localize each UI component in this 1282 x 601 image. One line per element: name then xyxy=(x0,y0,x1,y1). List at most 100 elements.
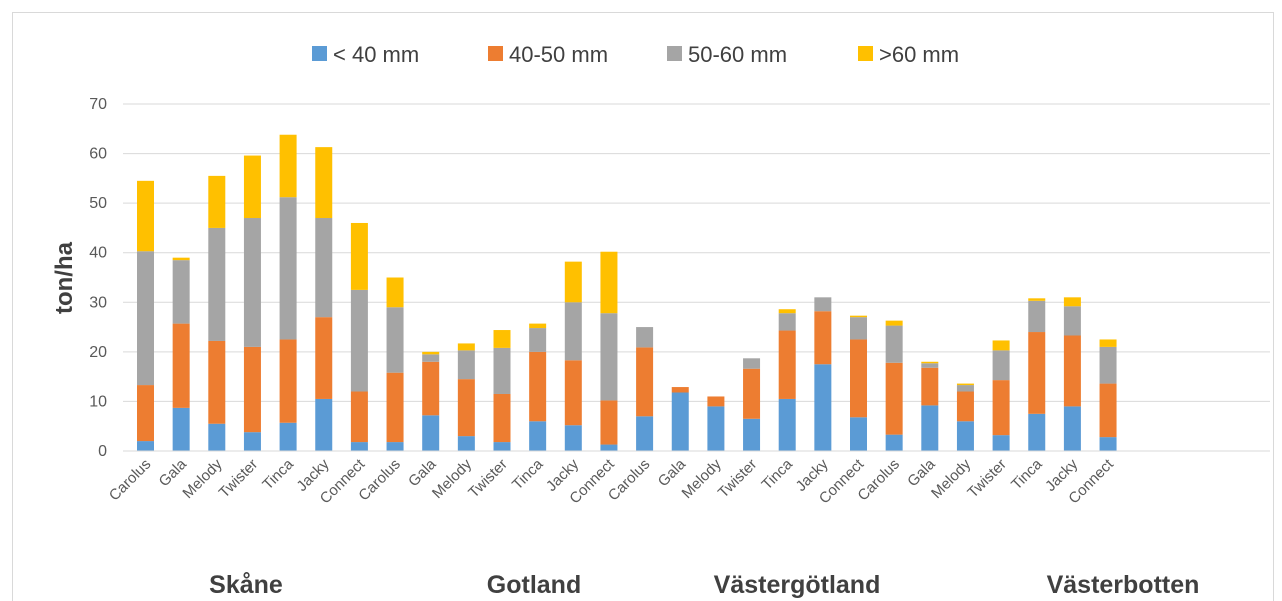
bar-segment xyxy=(600,313,618,401)
y-tick-label: 30 xyxy=(89,294,107,311)
bar-segment xyxy=(885,362,903,435)
bar-segment xyxy=(279,339,297,423)
x-tick-label: Twister xyxy=(216,456,262,502)
bar-segment xyxy=(1028,332,1046,414)
bar-segment xyxy=(279,197,297,340)
y-tick-label: 40 xyxy=(89,245,107,262)
y-tick-label: 50 xyxy=(89,195,107,212)
bar-segment xyxy=(600,444,618,451)
bar-segment xyxy=(350,442,368,451)
bar-segment xyxy=(1099,346,1117,384)
bar-segment xyxy=(493,393,511,443)
bar-segment xyxy=(422,361,440,416)
bar-segment xyxy=(1099,339,1117,347)
bar-segment xyxy=(493,347,511,394)
bar-segment xyxy=(707,396,725,407)
bar-segment xyxy=(956,421,974,451)
bar-segment xyxy=(1063,406,1081,451)
bar-segment xyxy=(564,425,582,451)
bar-segment xyxy=(350,391,368,443)
legend: < 40 mm 40-50 mm 50-60 mm >60 mm xyxy=(312,42,959,67)
bar-segment xyxy=(636,347,654,417)
bar-segment xyxy=(992,350,1010,381)
bar-segment xyxy=(208,423,226,451)
bar-segment xyxy=(529,323,547,329)
bar-segment xyxy=(279,134,297,198)
bar-segment xyxy=(208,340,226,424)
x-tick-label: Tinca xyxy=(758,455,796,493)
bar-segment xyxy=(1063,335,1081,407)
bar-segment xyxy=(137,180,154,252)
bar-segment xyxy=(992,340,1010,351)
bar-segment xyxy=(315,218,333,318)
bar-segment xyxy=(743,418,761,451)
bar-segment xyxy=(956,385,974,392)
bar-segment xyxy=(814,364,832,451)
bar-segment xyxy=(208,175,226,228)
bar-segment xyxy=(137,385,154,442)
bar-segment xyxy=(778,309,796,314)
legend-label: 50-60 mm xyxy=(688,42,787,67)
y-axis-label: ton/ha xyxy=(51,241,78,314)
bar-segment xyxy=(243,218,261,347)
bar-segment xyxy=(493,330,511,348)
bar-segment xyxy=(921,367,939,406)
bar-segment xyxy=(992,380,1010,436)
x-tick-label: Tinca xyxy=(1008,455,1046,493)
bar-segment xyxy=(1063,297,1081,307)
bar-segment xyxy=(1028,413,1046,451)
bar-segment xyxy=(707,406,725,451)
bar-segment xyxy=(457,350,475,380)
legend-swatch xyxy=(667,46,682,61)
bar-segment xyxy=(529,421,547,451)
bar-segment xyxy=(564,302,582,361)
x-tick-label: Twister xyxy=(465,456,511,502)
y-tick-label: 60 xyxy=(89,146,107,163)
bar-segment xyxy=(778,398,796,451)
bar-segment xyxy=(1028,300,1046,333)
bar-segment xyxy=(386,442,404,451)
x-tick-label: Twister xyxy=(964,456,1010,502)
bar-segment xyxy=(315,317,333,399)
y-tick-label: 0 xyxy=(98,443,107,460)
group-label: Västergötland xyxy=(714,571,881,599)
bar-segment xyxy=(1063,306,1081,336)
bar-segment xyxy=(814,311,832,365)
bar-segment xyxy=(600,251,618,314)
y-tick-label: 10 xyxy=(89,393,107,410)
legend-label: 40-50 mm xyxy=(509,42,608,67)
legend-item: 40-50 mm xyxy=(488,42,608,67)
bar-segment xyxy=(921,363,939,368)
bar-segment xyxy=(778,313,796,331)
legend-swatch xyxy=(488,46,503,61)
bar-segment xyxy=(850,317,867,340)
bar-segment xyxy=(636,416,654,451)
bar-segment xyxy=(814,297,832,312)
bar-segment xyxy=(850,339,867,418)
bar-segment xyxy=(350,222,368,290)
bar-segment xyxy=(243,432,261,451)
bar-segment xyxy=(1028,298,1046,301)
bar-segment xyxy=(243,155,261,219)
bar-segment xyxy=(671,392,689,451)
x-tick-label: Melody xyxy=(928,455,975,502)
bar-segment xyxy=(457,379,475,437)
group-label: Gotland xyxy=(487,571,581,599)
x-tick-label: Melody xyxy=(679,455,726,502)
bar-segment xyxy=(564,261,582,303)
bar-segment xyxy=(386,307,404,373)
bar-segment xyxy=(315,147,333,219)
group-label: Västerbotten xyxy=(1047,571,1200,599)
bar-segment xyxy=(172,407,190,451)
x-tick-label: Tinca xyxy=(259,455,297,493)
bar-segment xyxy=(137,441,154,451)
y-tick-label: 20 xyxy=(89,344,107,361)
bar-segment xyxy=(279,422,297,451)
bar-segment xyxy=(992,435,1010,451)
bar-segment xyxy=(921,361,939,364)
bar-segment xyxy=(172,260,190,324)
x-tick-label: Tinca xyxy=(509,455,547,493)
bar-segment xyxy=(422,354,440,362)
bar-segment xyxy=(529,328,547,352)
